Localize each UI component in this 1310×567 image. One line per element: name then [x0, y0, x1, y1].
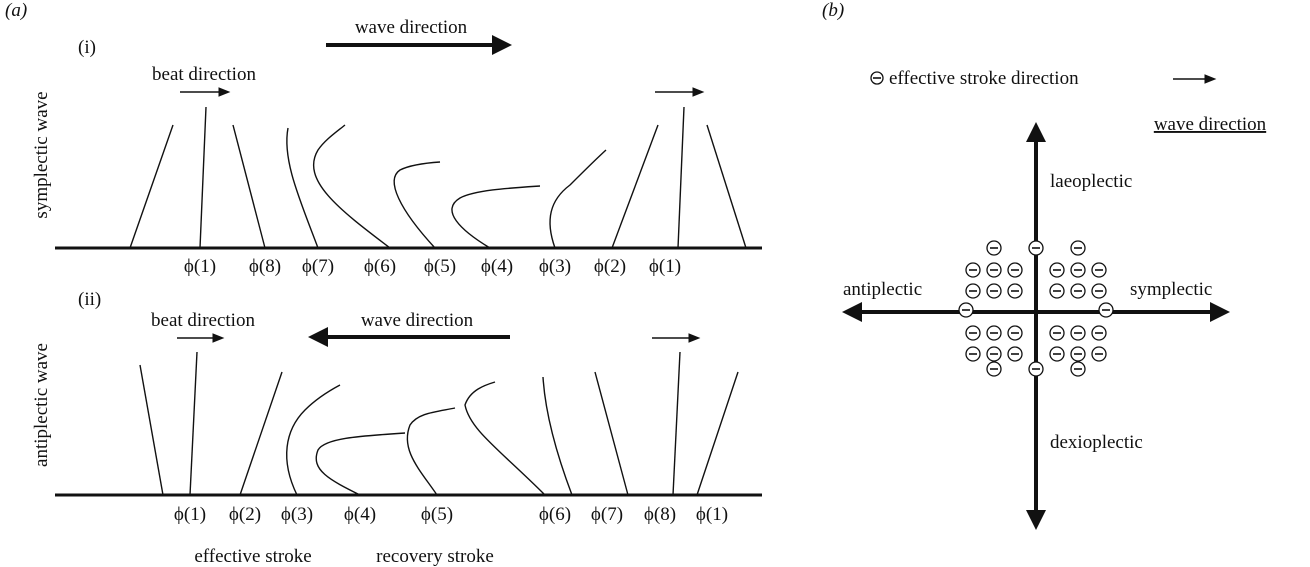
minus-icon: [870, 71, 884, 85]
axis-label: dexioplectic: [1050, 432, 1143, 453]
phase-label: ϕ(4): [481, 256, 513, 277]
phase-label: ϕ(8): [249, 256, 281, 277]
stroke-label: recovery stroke: [376, 546, 494, 567]
beat-direction-label: beat direction: [151, 310, 255, 331]
phase-label: ϕ(6): [539, 504, 571, 525]
cilia-field: [958, 240, 1114, 377]
phase-label: ϕ(8): [644, 504, 676, 525]
phase-label: ϕ(3): [539, 256, 571, 277]
wave-title: symplectic wave: [31, 91, 52, 218]
phase-label: ϕ(2): [229, 504, 261, 525]
axis-label: antiplectic: [843, 279, 922, 300]
phase-label: ϕ(1): [649, 256, 681, 277]
axis-label: laeoplectic: [1050, 171, 1132, 192]
phase-label: ϕ(6): [364, 256, 396, 277]
phase-label: ϕ(4): [344, 504, 376, 525]
phase-label: ϕ(7): [302, 256, 334, 277]
wave-direction-label: wave direction: [361, 310, 474, 331]
cilia: [129, 106, 747, 249]
sub-label: (i): [78, 37, 96, 58]
sub-label: (ii): [78, 289, 101, 310]
effective-stroke-label: effective stroke direction: [889, 68, 1079, 89]
phase-label: ϕ(1): [184, 256, 216, 277]
phase-label: ϕ(2): [594, 256, 626, 277]
axis-label: symplectic: [1130, 279, 1212, 300]
phase-label: ϕ(5): [421, 504, 453, 525]
cilia: [139, 351, 739, 496]
wave-direction-label: wave direction: [1154, 114, 1267, 135]
panel-label: (a): [5, 0, 27, 21]
phase-label: ϕ(7): [591, 504, 623, 525]
wave-title: antiplectic wave: [31, 343, 52, 467]
phase-label: ϕ(1): [174, 504, 206, 525]
beat-direction-label: beat direction: [152, 64, 256, 85]
stroke-label: effective stroke: [194, 546, 311, 567]
wave-direction-label: wave direction: [355, 17, 468, 38]
phase-label: ϕ(3): [281, 504, 313, 525]
panel-label: (b): [822, 0, 844, 21]
phase-label: ϕ(5): [424, 256, 456, 277]
phase-label: ϕ(1): [696, 504, 728, 525]
